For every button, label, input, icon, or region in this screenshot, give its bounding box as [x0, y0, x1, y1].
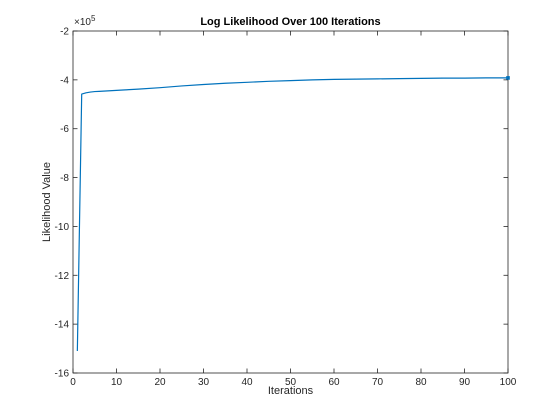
y-multiplier-base: ×10	[74, 17, 91, 28]
y-tick-label: -2	[60, 27, 69, 38]
x-tick-label: 40	[241, 377, 253, 388]
series-group	[76, 76, 510, 352]
y-tick-label: -12	[55, 271, 70, 282]
y-tick-label: -16	[55, 369, 70, 380]
x-tick-label: 10	[111, 377, 123, 388]
x-tick-label: 80	[415, 377, 427, 388]
y-axis-multiplier: ×105	[74, 14, 96, 28]
y-tick-label: -14	[55, 320, 70, 331]
x-tick-label: 50	[285, 377, 297, 388]
x-tick-label: 90	[459, 377, 471, 388]
x-tick-label: 20	[154, 377, 166, 388]
series-end-marker	[506, 76, 510, 80]
y-tick-label: -6	[60, 124, 69, 135]
y-multiplier-exponent: 5	[91, 14, 96, 23]
x-tick-label: 60	[328, 377, 340, 388]
x-tick-label: 30	[198, 377, 210, 388]
x-tick-label: 0	[70, 377, 76, 388]
y-tick-label: -4	[60, 75, 69, 86]
y-axis-label: Likelihood Value	[41, 162, 53, 242]
series-line	[76, 77, 508, 352]
tick-labels: 0 10 20 30 40 50 60 70 80 90 100 -16 -14 -12 -10 -8 -6 -4…	[55, 27, 517, 389]
y-tick-label: -10	[55, 222, 70, 233]
plot-area	[72, 30, 509, 374]
chart-title: Log Likelihood Over 100 Iterations	[200, 16, 380, 28]
axis-ticks	[72, 30, 509, 374]
x-tick-label: 70	[372, 377, 384, 388]
x-axis-label: Iterations	[268, 385, 314, 397]
x-tick-label: 100	[500, 377, 517, 388]
y-tick-label: -8	[60, 173, 69, 184]
